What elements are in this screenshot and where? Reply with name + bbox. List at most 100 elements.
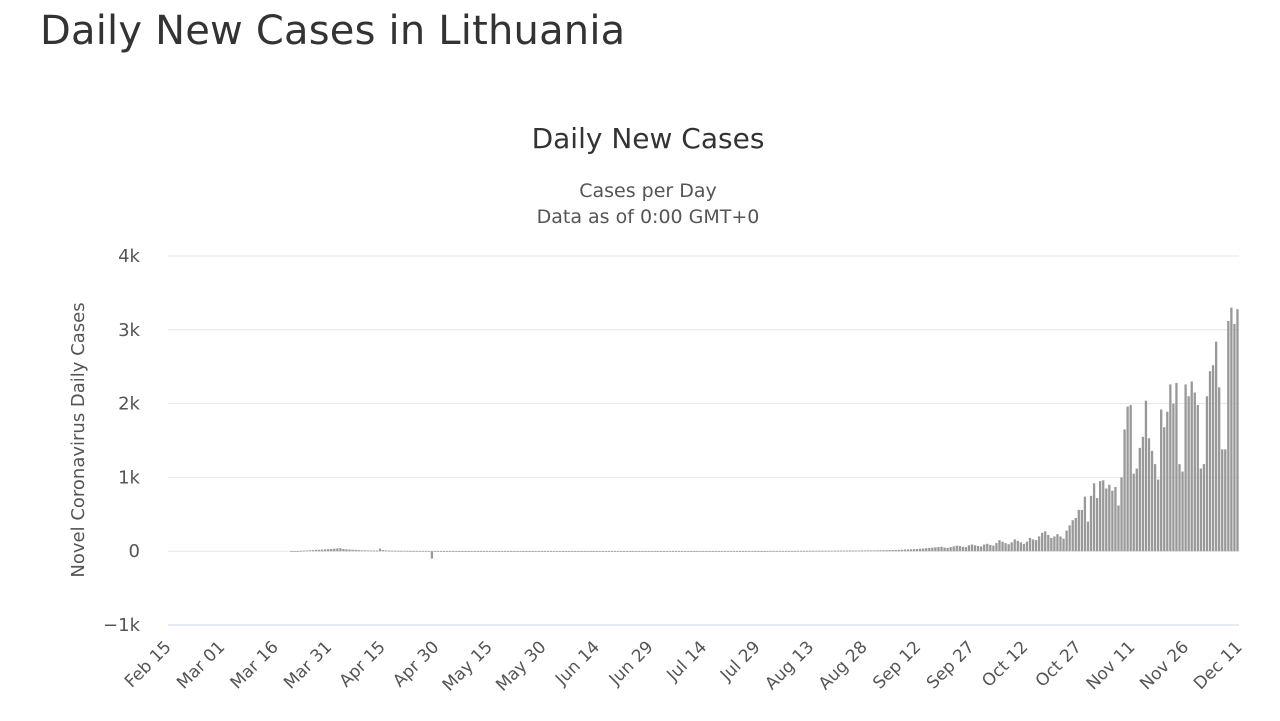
- bar: [998, 540, 1001, 552]
- bar: [833, 550, 836, 552]
- bar: [635, 551, 638, 552]
- bar: [388, 550, 391, 552]
- bar: [1144, 400, 1148, 552]
- bar: [394, 550, 397, 552]
- bar: [589, 551, 592, 552]
- bar: [372, 550, 376, 552]
- bar: [900, 549, 903, 552]
- bar: [1190, 381, 1193, 552]
- bar: [1184, 384, 1187, 552]
- bar: [641, 551, 644, 552]
- bar: [705, 551, 708, 552]
- bar: [473, 551, 476, 552]
- bar: [580, 551, 583, 552]
- bar: [836, 550, 839, 552]
- bar: [397, 550, 400, 552]
- bar: [687, 551, 690, 552]
- bar: [500, 551, 504, 552]
- bar: [812, 550, 815, 552]
- bar: [827, 550, 830, 552]
- bar: [574, 551, 577, 552]
- bar: [888, 550, 891, 552]
- bar: [1132, 473, 1135, 552]
- bar: [784, 550, 788, 552]
- bar: [305, 550, 308, 552]
- bar: [1080, 509, 1084, 552]
- bar: [415, 550, 418, 552]
- y-tick-labels: −1k 0 1k 2k 3k 4k: [103, 246, 141, 636]
- bar: [1214, 341, 1218, 552]
- bar: [1205, 396, 1209, 552]
- y-tick-label: 1k: [118, 467, 140, 488]
- bar: [1095, 498, 1099, 552]
- bar: [430, 551, 434, 559]
- bar: [1175, 382, 1178, 552]
- bar: [610, 551, 614, 552]
- x-tick-label: Apr 15: [336, 637, 390, 691]
- bar: [433, 550, 437, 552]
- bar: [958, 546, 961, 552]
- bar: [708, 551, 711, 552]
- bar: [702, 551, 705, 552]
- bar: [516, 551, 519, 552]
- bar: [391, 550, 394, 552]
- bar: [1083, 496, 1087, 552]
- bar: [464, 551, 467, 552]
- bar: [653, 551, 656, 552]
- bar: [964, 547, 968, 552]
- bar: [1114, 486, 1117, 552]
- bar: [861, 550, 864, 552]
- bar: [928, 547, 931, 552]
- bar: [839, 550, 842, 552]
- bar: [1044, 531, 1047, 552]
- bar: [854, 550, 858, 552]
- bar: [1135, 468, 1138, 552]
- bar: [290, 551, 293, 552]
- bar: [540, 551, 543, 552]
- bar: [769, 550, 772, 552]
- bar: [748, 550, 751, 552]
- bar: [607, 551, 611, 552]
- bar: [665, 551, 669, 552]
- bar: [442, 551, 446, 552]
- bar: [946, 547, 949, 552]
- bar: [339, 548, 342, 552]
- y-tick-label: 4k: [118, 246, 140, 267]
- bar: [1031, 539, 1035, 552]
- bar: [1077, 509, 1080, 552]
- bar: [354, 549, 357, 552]
- bar: [726, 550, 730, 552]
- bar: [821, 550, 824, 552]
- bar: [787, 550, 791, 552]
- y-tick-label: −1k: [103, 615, 141, 636]
- bar: [409, 550, 412, 552]
- x-tick-label: Aug 13: [761, 637, 818, 694]
- bar: [308, 550, 312, 552]
- bar: [507, 551, 510, 552]
- chart-subtitle-line-2: Data as of 0:00 GMT+0: [537, 206, 760, 228]
- bar: [488, 551, 492, 552]
- bar: [867, 550, 870, 552]
- x-tick-label: Sep 27: [923, 637, 979, 693]
- bar: [760, 550, 763, 552]
- bar: [360, 550, 363, 552]
- bar: [973, 545, 977, 552]
- bar: [427, 550, 431, 552]
- bar: [357, 550, 360, 552]
- bar: [436, 550, 440, 552]
- bar: [1227, 320, 1230, 552]
- bar: [742, 550, 745, 552]
- bar: [894, 549, 897, 552]
- bar: [751, 550, 754, 552]
- bar: [1193, 392, 1196, 552]
- bar: [1028, 537, 1032, 552]
- bar: [1236, 309, 1239, 552]
- bar: [885, 550, 888, 552]
- bar: [659, 551, 662, 552]
- bar: [671, 551, 675, 552]
- bar: [690, 551, 693, 552]
- bar: [943, 547, 946, 552]
- bar: [439, 550, 443, 552]
- bar: [1025, 541, 1029, 552]
- bar: [775, 550, 778, 552]
